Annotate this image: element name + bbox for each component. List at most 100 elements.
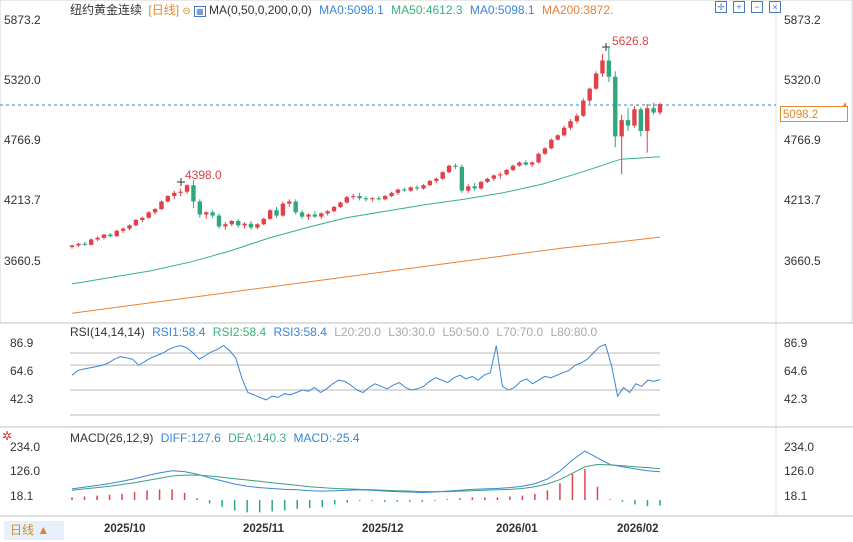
time-axis-label: 2025/10 (104, 523, 146, 535)
candle-body (638, 109, 644, 131)
candle-body (331, 206, 337, 212)
macd-dea-line (71, 463, 661, 493)
rsi3-value: RSI3:58.4 (273, 325, 327, 339)
candle-body (574, 115, 580, 122)
candle-body (613, 76, 618, 137)
candle-body (287, 201, 292, 204)
price-label-right: 4766.9 (784, 133, 821, 147)
candle-body (312, 214, 318, 217)
candle-body (606, 60, 612, 77)
candle-body (306, 214, 311, 217)
candle-body (466, 186, 471, 191)
rsi-l70: L70:70.0 (496, 325, 544, 339)
candle-body (178, 191, 183, 193)
macd-axis-label: 234.0 (10, 440, 40, 454)
settings-icon[interactable]: ✲ (2, 429, 12, 443)
candle-body (159, 201, 164, 210)
candle-body (625, 120, 631, 126)
candle-body (542, 148, 548, 154)
candle-body (446, 165, 452, 173)
close-period-icon[interactable]: ⊖ (182, 6, 191, 17)
price-label-right: 5873.2 (784, 13, 821, 27)
candle-body (485, 178, 490, 182)
candle-body (453, 165, 458, 167)
candle-body (299, 212, 305, 217)
time-axis-label: 2026/01 (496, 523, 538, 535)
rsi-axis-label-right: 64.6 (784, 364, 808, 378)
ma50-value: MA50:4612.3 (391, 3, 463, 17)
candle-body (191, 185, 196, 202)
time-axis-label: 2025/12 (362, 523, 404, 535)
candle-body (127, 225, 132, 229)
candle-body (319, 213, 324, 217)
candle-body (82, 243, 87, 245)
candle-body (421, 185, 426, 189)
candle-body (152, 209, 158, 213)
candle-body (146, 212, 151, 218)
crosshair-icon[interactable]: ✛ (715, 1, 727, 13)
candle-body (651, 108, 656, 113)
rsi1-value: RSI1:58.4 (152, 325, 206, 339)
period-selector-button[interactable]: 日线 ▲ (4, 521, 64, 540)
candle-body (491, 175, 497, 179)
candle-body (408, 187, 413, 191)
close-icon[interactable]: × (769, 1, 781, 13)
candle-body (293, 201, 298, 213)
rsi-title: RSI(14,14,14) (70, 325, 145, 339)
candle-body (223, 224, 228, 227)
zoom-in-icon[interactable]: + (733, 1, 745, 13)
candle-body (172, 192, 177, 197)
candlestick-series (69, 46, 663, 249)
candle-body (120, 228, 126, 231)
ma-settings-icon[interactable]: ▦ (194, 6, 206, 17)
price-label-left: 5873.2 (4, 13, 41, 27)
chart-toolbar: ✛ + − × (715, 1, 781, 13)
candle-body (402, 189, 407, 191)
macd-axis-label: 126.0 (10, 464, 40, 478)
ma50-line (71, 156, 661, 285)
candle-body (165, 196, 171, 202)
candle-body (363, 198, 369, 200)
candle-body (216, 215, 222, 227)
candle-body (587, 88, 592, 101)
current-price-tag: 5098.2 (780, 106, 848, 122)
candle-body (197, 201, 203, 215)
rsi-l20: L20:20.0 (334, 325, 381, 339)
current-price-arrow: ▲ (840, 100, 850, 111)
candle-body (210, 212, 215, 216)
ma200-line (71, 236, 661, 314)
candle-body (382, 196, 388, 200)
candle-body (204, 212, 209, 215)
candle-body (108, 234, 113, 237)
zoom-out-icon[interactable]: − (751, 1, 763, 13)
candle-body (472, 186, 477, 189)
macd-axis-label-right: 234.0 (784, 440, 814, 454)
rsi-axis-label: 64.6 (10, 364, 34, 378)
candle-body (280, 203, 286, 216)
rsi-l80: L80:80.0 (550, 325, 598, 339)
rsi-axis-label: 86.9 (10, 336, 34, 350)
price-label-left: 4213.7 (4, 193, 41, 207)
candle-body (510, 165, 516, 171)
candle-body (267, 210, 273, 219)
candle-body (95, 237, 100, 240)
candle-body (255, 224, 260, 228)
macd-header: MACD(26,12,9) DIFF:127.6 DEA:140.3 MACD:… (70, 431, 360, 445)
period-label[interactable]: [日线] (148, 3, 180, 17)
candle-body (376, 198, 381, 200)
candle-body (434, 178, 439, 181)
candle-body (325, 211, 330, 214)
candle-body (427, 180, 433, 186)
candle-body (657, 104, 663, 113)
macd-axis-label-right: 126.0 (784, 464, 814, 478)
time-axis-label: 2025/11 (243, 523, 285, 535)
candle-body (69, 245, 75, 248)
candle-body (395, 189, 401, 193)
high-price-label: 5626.8 (612, 34, 649, 48)
candle-body (517, 162, 522, 166)
candle-body (498, 174, 503, 176)
candle-body (235, 221, 241, 226)
rsi-axis-label-right: 42.3 (784, 392, 808, 406)
price-label-right: 5320.0 (784, 73, 821, 87)
